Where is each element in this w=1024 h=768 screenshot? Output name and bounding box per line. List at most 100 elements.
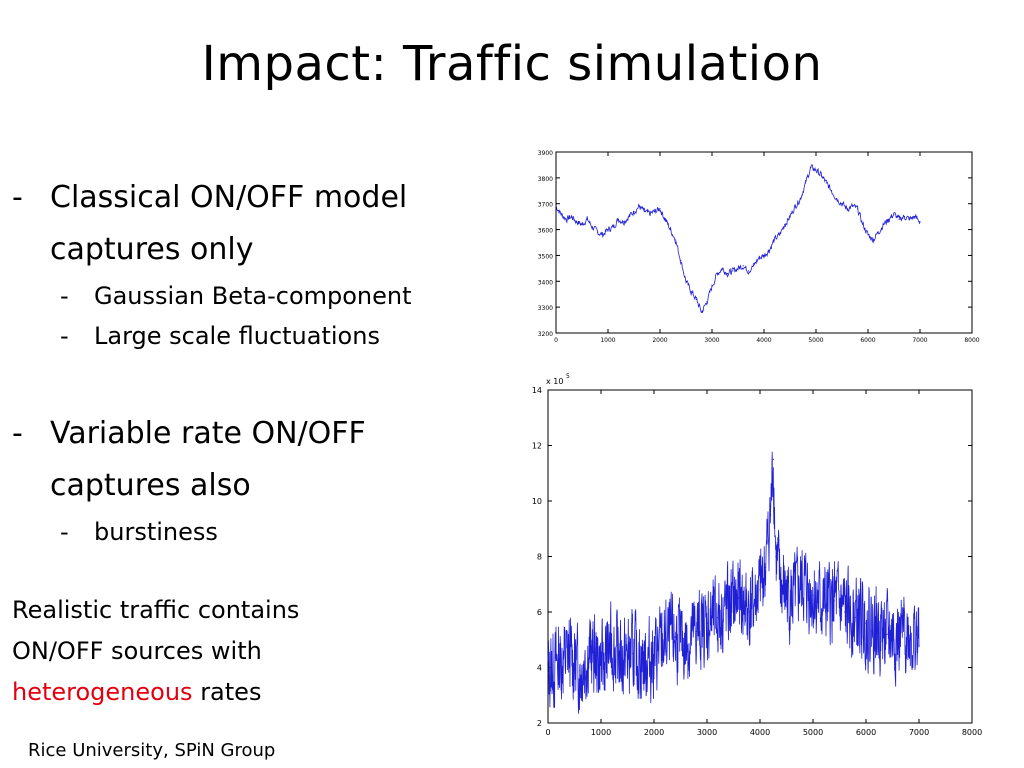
bullet-text: captures also [50, 468, 251, 503]
data-point [727, 605, 729, 608]
data-point [775, 555, 777, 558]
data-point [632, 653, 634, 655]
data-point [846, 208, 848, 210]
data-point [581, 223, 583, 225]
sub-bullet-large-scale: - Large scale fluctuations [12, 316, 502, 356]
data-point [872, 239, 874, 241]
y-tick-label: 3500 [538, 253, 553, 260]
data-point [833, 600, 835, 602]
data-point [706, 301, 708, 303]
y-tick-label: 3600 [538, 228, 553, 235]
data-point [721, 267, 723, 269]
chart-top: 0 1000 2000 3000 4000 5000 6000 7000 8000 3200 330… [530, 146, 990, 346]
data-point [857, 208, 859, 210]
data-point [825, 182, 827, 184]
data-point [867, 234, 869, 236]
data-point [642, 661, 644, 663]
data-point [576, 221, 578, 223]
data-point [770, 514, 772, 516]
data-point [685, 644, 687, 646]
data-point [909, 218, 911, 220]
bullet-list: - Classical ON/OFF model captures only -… [12, 172, 502, 552]
x-tick-label: 1000 [591, 728, 611, 737]
data-point [791, 600, 793, 602]
sub-bullet-burstiness: - burstiness [12, 512, 502, 552]
data-point [919, 221, 921, 223]
data-point [862, 223, 864, 225]
data-point [654, 210, 656, 213]
y-tick-label: 4 [537, 664, 542, 673]
data-point [794, 205, 796, 207]
highlight-word: heterogeneous [12, 678, 193, 706]
data-point [591, 226, 593, 228]
data-point [716, 272, 718, 275]
x-tick-label: 6000 [856, 728, 876, 737]
y-tick-label: 14 [532, 386, 542, 395]
data-point [589, 650, 591, 652]
data-point [758, 257, 760, 259]
data-point [823, 605, 825, 608]
data-point [738, 597, 740, 599]
chart-bottom: 0 1000 2000 3000 4000 5000 6000 7000 8000 2 4 6 8 10 1… [522, 370, 992, 738]
y-tick-label: 10 [532, 497, 542, 506]
x-tick-label: 8000 [964, 337, 979, 344]
data-point [649, 213, 651, 215]
data-point [690, 291, 692, 293]
data-point [623, 221, 625, 223]
data-point [701, 311, 703, 313]
data-point [753, 265, 755, 267]
plot-frame [555, 151, 973, 334]
data-point [844, 611, 846, 613]
axis-multiplier: x 10 [546, 377, 563, 386]
data-point [893, 213, 895, 215]
data-point [555, 205, 557, 207]
data-point [717, 616, 719, 619]
x-tick-label: 7000 [912, 337, 927, 344]
data-point [558, 661, 560, 663]
data-point [568, 653, 570, 655]
data-point [653, 655, 655, 657]
data-point [810, 166, 812, 169]
data-point [579, 669, 581, 671]
data-point [597, 231, 599, 233]
sub-bullet-gaussian: - Gaussian Beta-component [12, 276, 502, 316]
slide-title: Impact: Traffic simulation [201, 36, 823, 92]
data-point [628, 216, 630, 218]
data-point [772, 458, 774, 460]
data-point [659, 208, 661, 210]
data-point [607, 228, 609, 231]
conclusion-tail: rates [192, 678, 262, 706]
data-point [711, 285, 713, 288]
data-point [907, 630, 909, 633]
x-tick-label: 0 [554, 337, 558, 344]
data-point [685, 280, 687, 282]
data-point [799, 197, 801, 200]
x-tick-label: 4000 [756, 337, 771, 344]
y-tick-label: 3900 [538, 150, 553, 157]
y-tick-label: 3200 [538, 331, 553, 338]
data-point [789, 216, 791, 218]
conclusion-line: ON/OFF sources with [12, 637, 262, 665]
data-point [742, 265, 744, 267]
data-point [638, 205, 640, 207]
sub-bullet-text: burstiness [94, 518, 218, 546]
data-point [854, 616, 856, 619]
data-point [773, 239, 775, 241]
data-point [914, 216, 916, 218]
axis-multiplier-exponent: 5 [566, 373, 570, 380]
data-point [732, 270, 734, 272]
x-tick-label: 3000 [704, 337, 719, 344]
data-point [836, 197, 838, 200]
data-point [779, 234, 781, 236]
data-point [617, 218, 619, 220]
data-point [897, 639, 899, 641]
conclusion-paragraph: Realistic traffic contains ON/OFF source… [12, 590, 299, 713]
y-tick-label: 3800 [538, 176, 553, 183]
x-tick-label: 2000 [652, 337, 667, 344]
data-point [876, 628, 878, 630]
data-point [674, 636, 676, 638]
data-point [680, 260, 682, 262]
data-point [831, 190, 833, 192]
x-tick-label: 5000 [803, 728, 823, 737]
series-line [547, 451, 920, 714]
